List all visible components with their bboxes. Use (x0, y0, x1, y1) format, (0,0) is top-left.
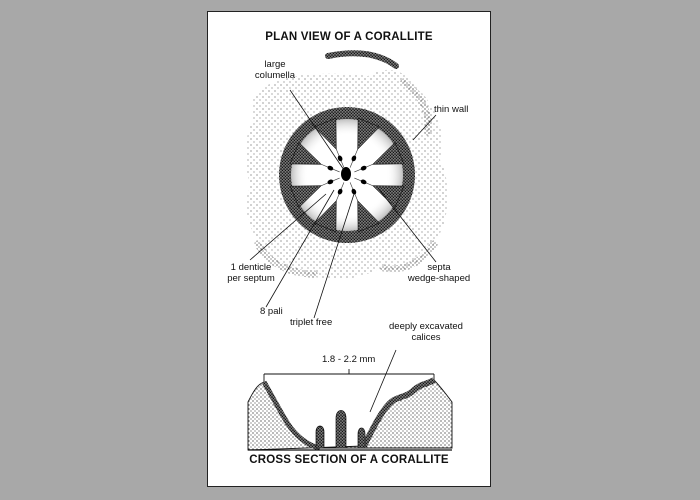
cross-section-rim-dark (261, 380, 321, 451)
leader-denticle (249, 193, 327, 261)
dimension-label: 1.8 - 2.2 mm (322, 354, 376, 365)
label-thin-wall: thin wall (434, 104, 469, 115)
palus (351, 155, 357, 162)
septum (289, 142, 322, 165)
label-triplet-free: triplet free (290, 317, 333, 328)
leader-lines (249, 89, 437, 413)
label-line: septa (427, 262, 451, 273)
palus-column (357, 427, 366, 449)
septum (314, 117, 337, 150)
label-deeply-excavated: deeply excavated calices (378, 321, 474, 343)
pali-group (327, 155, 367, 195)
septum (314, 200, 337, 233)
leader-pali (265, 189, 335, 308)
label-septa: septa wedge-shaped (404, 262, 474, 284)
adjacent-ridge (254, 240, 318, 278)
label-line: columella (254, 70, 296, 81)
plan-view (245, 50, 448, 279)
palus (327, 165, 334, 171)
palus (360, 179, 367, 185)
septum (289, 185, 322, 208)
label-line: per septum (227, 273, 275, 284)
label-denticle: 1 denticle per septum (222, 262, 280, 284)
adjacent-ridge (380, 240, 438, 273)
palus-column (315, 425, 325, 449)
label-large-columella: large columella (240, 59, 310, 81)
leader-thin-wall (412, 114, 437, 141)
palus (337, 155, 343, 162)
leader-excavated (369, 349, 397, 413)
cross-section-rim-dark (361, 377, 436, 448)
septum (372, 142, 405, 165)
leader-columella (289, 89, 345, 171)
cross-section (247, 377, 453, 451)
label-line: wedge-shaped (407, 273, 471, 284)
palus (327, 179, 334, 185)
plan-view-title: PLAN VIEW OF A CORALLITE (265, 31, 433, 43)
palus (351, 188, 357, 195)
palus (360, 165, 367, 171)
corallite-illustration (245, 50, 453, 451)
diagram-card: PLAN VIEW OF A CORALLITE large columella… (207, 11, 491, 487)
label-line: calices (411, 332, 441, 343)
dimension-bracket (263, 369, 435, 382)
label-pali: 8 pali (260, 306, 283, 317)
leader-triplet (313, 193, 355, 319)
palus (337, 188, 343, 195)
adjacent-ridge (400, 78, 432, 136)
adjacent-ridge (325, 50, 399, 69)
label-line: deeply excavated (389, 321, 463, 332)
cross-section-profile (247, 379, 453, 451)
cross-section-title: CROSS SECTION OF A CORALLITE (249, 454, 449, 466)
palus-column (335, 410, 347, 449)
septum (357, 200, 380, 233)
label-line: large (264, 59, 286, 70)
leader-septa (377, 187, 437, 263)
columella (341, 167, 351, 181)
label-line: 1 denticle (230, 262, 272, 273)
septum (357, 117, 380, 150)
